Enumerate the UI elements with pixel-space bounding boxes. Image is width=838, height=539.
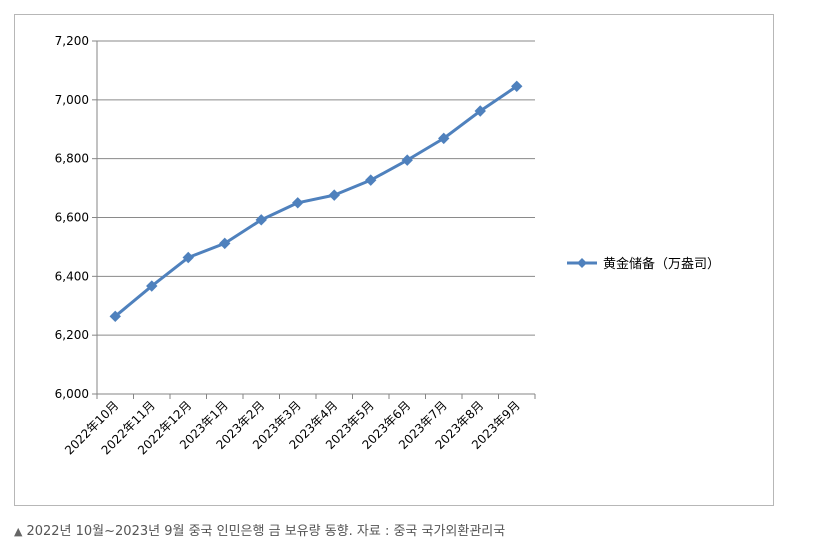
chart-frame: 6,000 6,200 6,400 6,600 6,800 7,000 7,200 2022年… bbox=[14, 14, 774, 506]
line-chart: 6,0006,2006,4006,6006,8007,0007,2002022年… bbox=[55, 34, 720, 457]
data-point bbox=[328, 189, 340, 201]
data-point bbox=[255, 214, 267, 226]
data-point bbox=[146, 280, 158, 292]
data-point bbox=[365, 174, 377, 186]
caption-triangle-icon: ▲ bbox=[14, 525, 23, 538]
legend-marker-icon bbox=[577, 258, 587, 268]
data-point bbox=[109, 310, 121, 323]
data-point bbox=[474, 105, 486, 117]
data-point bbox=[438, 132, 450, 145]
y-tick-label: 6,000 bbox=[55, 387, 89, 401]
data-point bbox=[182, 251, 194, 264]
y-tick-label: 7,000 bbox=[55, 93, 89, 107]
y-tick-label: 6,200 bbox=[55, 328, 89, 342]
y-tick-label: 6,400 bbox=[55, 269, 89, 283]
figure-caption: ▲ 2022년 10월~2023년 9월 중국 인민은행 금 보유량 동향. 자료… bbox=[14, 520, 505, 539]
data-point bbox=[219, 237, 231, 250]
data-point bbox=[401, 154, 413, 166]
legend-label: 黄金储备（万盎司） bbox=[603, 256, 720, 272]
data-point bbox=[292, 197, 304, 209]
series-line bbox=[114, 85, 518, 318]
y-tick-label: 6,800 bbox=[55, 152, 89, 166]
y-tick-label: 6,600 bbox=[55, 211, 89, 225]
y-tick-label: 7,200 bbox=[55, 34, 89, 48]
caption-text: 2022년 10월~2023년 9월 중국 인민은행 금 보유량 동향. 자료 … bbox=[26, 524, 506, 539]
data-point bbox=[511, 80, 523, 93]
